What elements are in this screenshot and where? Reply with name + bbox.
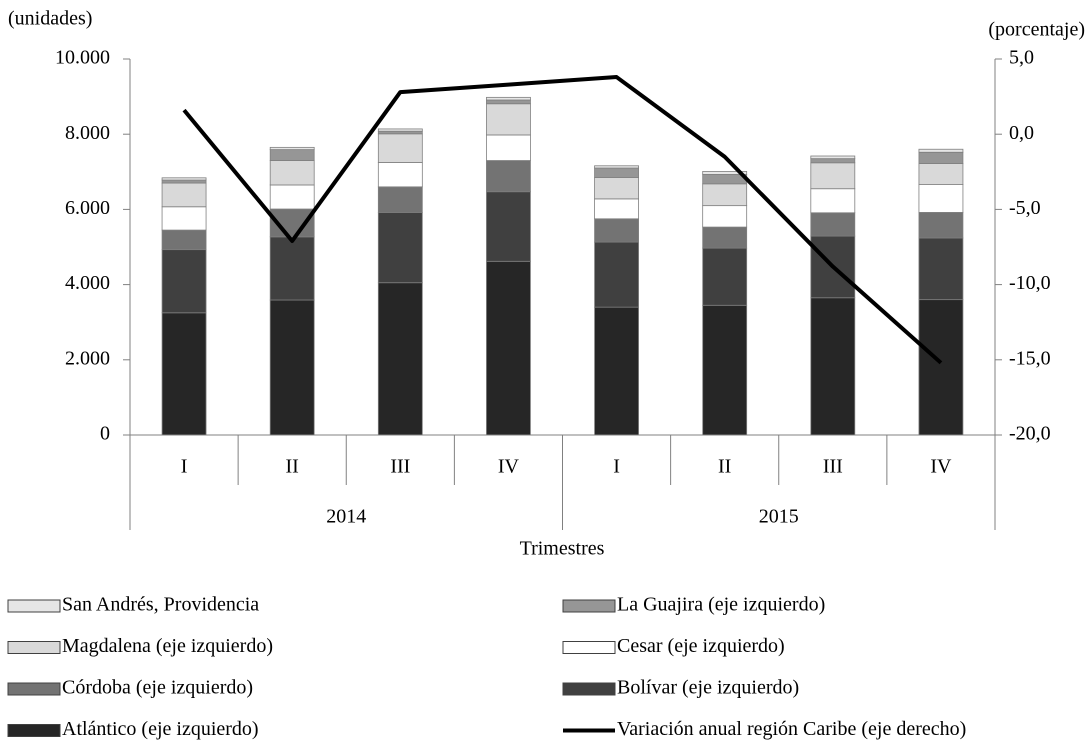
x-tick-label: II bbox=[718, 456, 731, 478]
bar-segment bbox=[161, 177, 207, 181]
bar-segment bbox=[269, 236, 315, 301]
legend-label: Magdalena (eje izquierdo) bbox=[62, 635, 273, 657]
bar-segment bbox=[918, 148, 964, 153]
bar-segment bbox=[810, 155, 856, 160]
x-tick-label: III bbox=[823, 456, 843, 478]
bar-segment bbox=[486, 191, 531, 262]
x-tick-label: IV bbox=[498, 456, 520, 478]
y-tick-label: 4.000 bbox=[65, 272, 110, 294]
legend-swatch bbox=[7, 641, 61, 654]
legend-swatch bbox=[7, 599, 61, 613]
bar-segment bbox=[269, 299, 315, 436]
bar-segment bbox=[377, 186, 423, 213]
legend-swatch bbox=[7, 682, 61, 696]
bar-segment bbox=[161, 312, 207, 436]
x-tick-label: III bbox=[390, 456, 410, 478]
bar-segment bbox=[594, 177, 639, 200]
bar-segment bbox=[918, 237, 964, 301]
bar-segment bbox=[810, 162, 856, 190]
bar-segment bbox=[269, 146, 315, 151]
bar-segment bbox=[594, 241, 639, 308]
bar-segment bbox=[918, 299, 964, 436]
y2-tick-label: -15,0 bbox=[1009, 347, 1051, 369]
y-tick-label: 8.000 bbox=[65, 122, 110, 144]
bar-segment bbox=[486, 134, 531, 161]
y2-tick-label: 0,0 bbox=[1009, 122, 1034, 144]
legend-label: Córdoba (eje izquierdo) bbox=[62, 677, 253, 699]
x-tick-label: IV bbox=[930, 456, 952, 478]
bar-segment bbox=[377, 133, 423, 163]
bar-segment bbox=[702, 304, 748, 436]
bar-segment bbox=[377, 282, 423, 436]
bar-segment bbox=[810, 297, 856, 436]
legend-label: La Guajira (eje izquierdo) bbox=[617, 594, 825, 616]
bar-segment bbox=[161, 249, 207, 314]
bar-segment bbox=[377, 128, 423, 132]
legend-swatch bbox=[562, 641, 616, 654]
legend-label: Cesar (eje izquierdo) bbox=[617, 635, 785, 657]
y-tick-label: 0 bbox=[100, 423, 110, 445]
y2-tick-label: -20,0 bbox=[1009, 423, 1051, 445]
bar-segment bbox=[486, 103, 531, 136]
bar-segment bbox=[918, 163, 964, 185]
x-group-label: 2015 bbox=[759, 506, 799, 528]
bar-segment bbox=[486, 96, 531, 101]
legend-label: Atlántico (eje izquierdo) bbox=[62, 718, 259, 740]
legend-swatch bbox=[7, 724, 61, 737]
bar-segment bbox=[269, 184, 315, 210]
legend-swatch bbox=[562, 599, 616, 613]
x-group-label: 2014 bbox=[326, 506, 366, 528]
bar-segment bbox=[161, 206, 207, 231]
y2-tick-label: -5,0 bbox=[1009, 197, 1041, 219]
bar-segment bbox=[269, 149, 315, 161]
y-tick-label: 10.000 bbox=[55, 47, 110, 69]
bar-segment bbox=[702, 247, 748, 306]
y-tick-label: 6.000 bbox=[65, 197, 110, 219]
y-axis-label: (unidades) bbox=[8, 8, 92, 30]
bar-segment bbox=[377, 212, 423, 284]
bar-segment bbox=[269, 160, 315, 186]
bar-segment bbox=[377, 161, 423, 188]
bar-segment bbox=[486, 260, 531, 436]
y-tick-label: 2.000 bbox=[65, 347, 110, 369]
bar-segment bbox=[702, 183, 748, 207]
bar-segment bbox=[594, 165, 639, 169]
bar-segment bbox=[918, 184, 964, 213]
x-tick-label: I bbox=[181, 456, 188, 478]
bar-segment bbox=[486, 99, 531, 105]
bar-segment bbox=[702, 226, 748, 249]
bar-segment bbox=[810, 158, 856, 164]
bar-segment bbox=[594, 306, 639, 436]
bar-segment bbox=[918, 212, 964, 239]
bar-segment bbox=[918, 151, 964, 164]
y2-tick-label: 5,0 bbox=[1009, 47, 1034, 69]
bar-segment bbox=[810, 212, 856, 237]
bar-segment bbox=[594, 167, 639, 178]
legend-swatch bbox=[562, 682, 616, 696]
bar-segment bbox=[702, 205, 748, 228]
bar-segment bbox=[161, 229, 207, 251]
x-tick-label: II bbox=[286, 456, 299, 478]
legend-label: San Andrés, Providencia bbox=[62, 594, 259, 616]
y2-tick-label: -10,0 bbox=[1009, 272, 1051, 294]
legend-label: Bolívar (eje izquierdo) bbox=[617, 677, 799, 699]
line-series bbox=[182, 75, 943, 365]
x-tick-label: I bbox=[613, 456, 620, 478]
y2-axis-label: (porcentaje) bbox=[988, 19, 1085, 41]
bar-segment bbox=[486, 160, 531, 193]
bar-segment bbox=[161, 182, 207, 208]
x-axis-label: Trimestres bbox=[520, 538, 605, 560]
legend-label: Variación anual región Caribe (eje derec… bbox=[617, 718, 966, 740]
bar-segment bbox=[161, 179, 207, 184]
bar-segment bbox=[594, 198, 639, 220]
bar-segment bbox=[810, 188, 856, 214]
bar-segment bbox=[702, 174, 748, 185]
bar-segment bbox=[702, 171, 748, 175]
bar-segment bbox=[594, 218, 639, 243]
